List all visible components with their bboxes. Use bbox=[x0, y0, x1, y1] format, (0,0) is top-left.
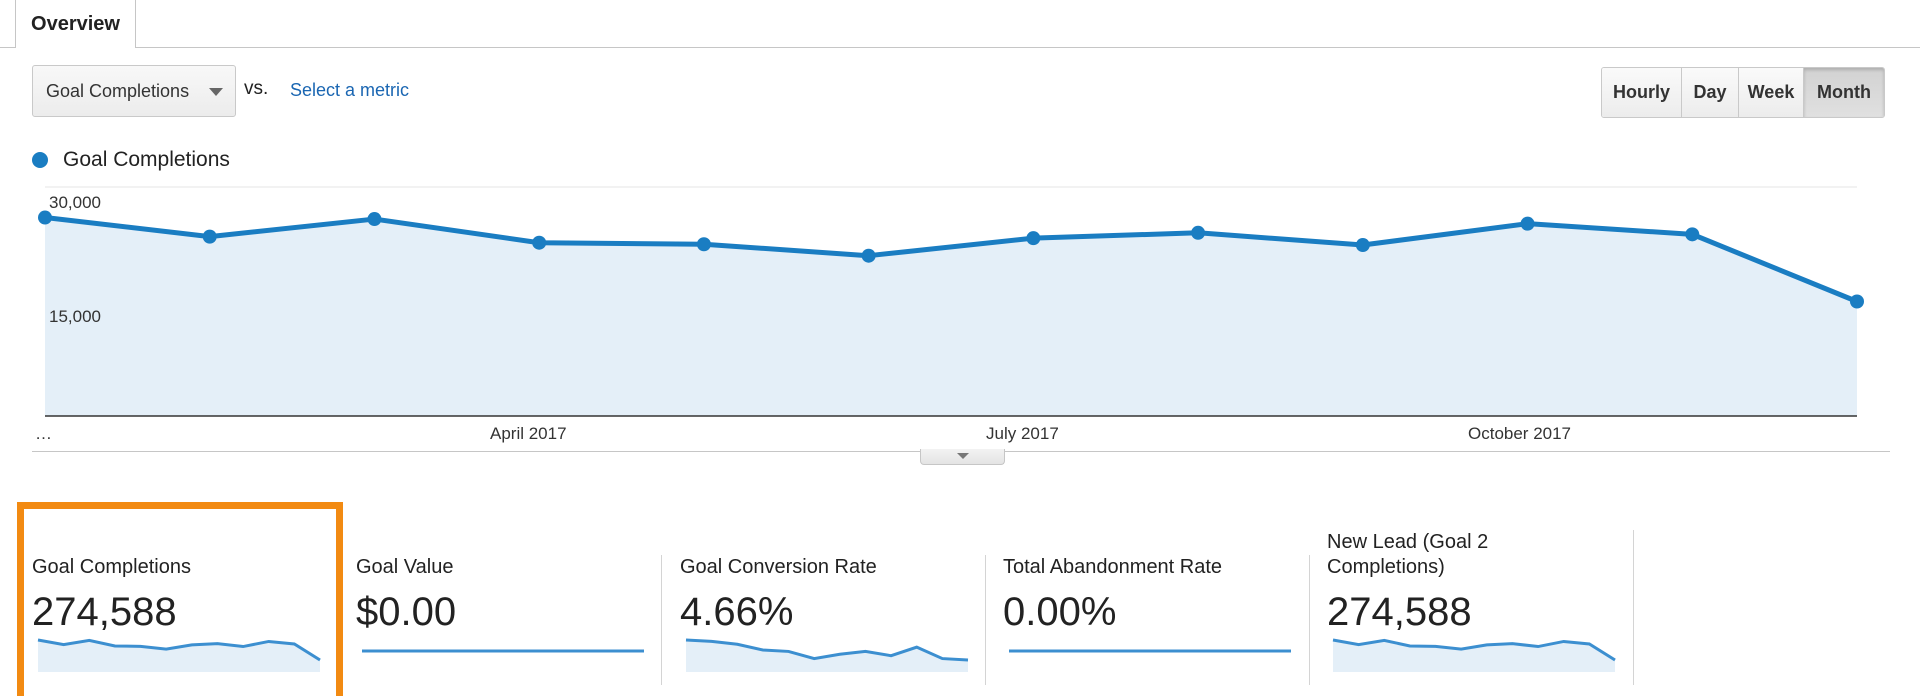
line-chart[interactable] bbox=[0, 180, 1920, 420]
x-tick-label: July 2017 bbox=[986, 424, 1059, 443]
scorecard-goal-conversion-rate[interactable]: Goal Conversion Rate 4.66% bbox=[680, 530, 980, 696]
data-point bbox=[1520, 216, 1535, 231]
data-point bbox=[696, 237, 711, 252]
data-point bbox=[1685, 227, 1700, 242]
scorecard-new-lead[interactable]: New Lead (Goal 2 Completions) 274,588 bbox=[1327, 530, 1627, 696]
sparkline bbox=[37, 638, 321, 672]
y-tick-label: 15,000 bbox=[49, 307, 101, 326]
scorecard-value: 274,588 bbox=[32, 590, 177, 634]
metric-dropdown-value: Goal Completions bbox=[46, 80, 190, 101]
data-point bbox=[38, 210, 52, 225]
scorecard-title: Goal Value bbox=[356, 556, 454, 578]
scorecard-title: New Lead (Goal 2 Completions) bbox=[1327, 531, 1489, 578]
x-tick-label: October 2017 bbox=[1468, 424, 1572, 443]
scorecard-value: $0.00 bbox=[356, 590, 457, 634]
scorecard-divider bbox=[661, 555, 662, 685]
tab-overview[interactable]: Overview bbox=[15, 0, 136, 48]
scorecard-divider bbox=[1309, 555, 1310, 685]
week-button[interactable]: Week bbox=[1739, 68, 1804, 117]
data-point bbox=[202, 229, 217, 244]
sparkline bbox=[362, 649, 644, 653]
day-button[interactable]: Day bbox=[1682, 68, 1739, 117]
sparkline bbox=[1332, 638, 1616, 672]
month-button[interactable]: Month bbox=[1804, 68, 1884, 117]
data-point bbox=[532, 235, 547, 250]
collapse-chart-handle[interactable] bbox=[920, 449, 1005, 465]
chevron-down-icon bbox=[209, 88, 223, 96]
scorecard-title: Goal Conversion Rate bbox=[680, 556, 877, 578]
scorecard-goal-completions[interactable]: Goal Completions 274,588 bbox=[32, 530, 332, 696]
x-tick-label: April 2017 bbox=[490, 424, 567, 443]
x-tick-label: … bbox=[35, 424, 52, 443]
sparkline-line bbox=[685, 638, 969, 662]
data-point bbox=[1355, 238, 1370, 253]
scorecard-goal-value[interactable]: Goal Value $0.00 bbox=[356, 530, 656, 696]
sparkline-fill bbox=[1333, 640, 1615, 672]
sparkline-line bbox=[37, 638, 321, 662]
legend-dot-icon bbox=[32, 152, 48, 168]
select-metric-link[interactable]: Select a metric bbox=[290, 80, 410, 100]
data-point bbox=[367, 212, 382, 227]
hourly-button[interactable]: Hourly bbox=[1602, 68, 1682, 117]
sparkline-fill bbox=[686, 640, 968, 672]
metric-dropdown[interactable]: Goal Completions bbox=[32, 65, 236, 117]
y-tick-label: 30,000 bbox=[49, 193, 101, 212]
data-point bbox=[861, 248, 876, 263]
scorecard-value: 0.00% bbox=[1003, 590, 1117, 634]
scorecard-divider bbox=[1633, 530, 1634, 685]
sparkline bbox=[1009, 649, 1291, 653]
sparkline-fill bbox=[38, 640, 320, 672]
chart-legend: Goal Completions bbox=[32, 148, 230, 172]
sparkline-line bbox=[1332, 638, 1616, 662]
scorecard-title: Goal Completions bbox=[32, 556, 191, 578]
scorecard-value: 274,588 bbox=[1327, 590, 1472, 634]
scorecard-title: Total Abandonment Rate bbox=[1003, 556, 1223, 578]
data-point bbox=[1850, 294, 1864, 309]
tab-divider bbox=[0, 47, 1920, 48]
area-fill bbox=[45, 217, 1857, 416]
scorecard-divider bbox=[985, 555, 986, 685]
scorecard-total-abandonment-rate[interactable]: Total Abandonment Rate 0.00% bbox=[1003, 530, 1303, 696]
caret-down-icon bbox=[957, 453, 969, 459]
data-point bbox=[1026, 231, 1041, 246]
sparkline bbox=[685, 638, 969, 672]
scorecard-value: 4.66% bbox=[680, 590, 794, 634]
granularity-toggle: Hourly Day Week Month bbox=[1601, 67, 1885, 118]
data-point bbox=[1191, 225, 1206, 240]
legend-label: Goal Completions bbox=[63, 148, 230, 171]
series-line bbox=[44, 215, 1858, 304]
vs-label: vs. bbox=[244, 78, 269, 99]
